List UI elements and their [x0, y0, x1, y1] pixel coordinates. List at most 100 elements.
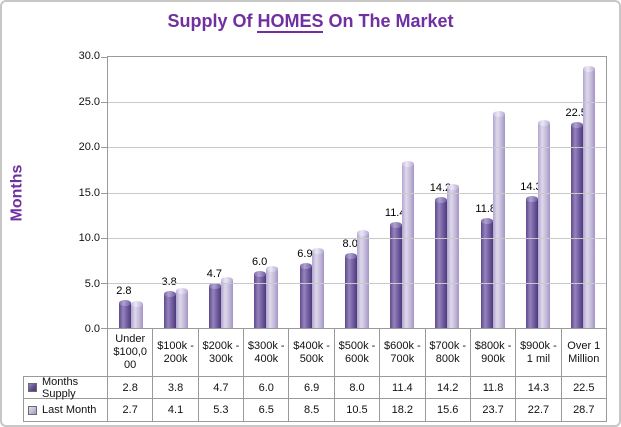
table-value-cell: 6.9	[288, 376, 334, 399]
bar-months-supply	[163, 290, 176, 328]
bar-group: 2.8	[108, 57, 153, 328]
category-cell: $300k - 400k	[243, 329, 288, 376]
legend-cell: Last Month	[23, 399, 107, 422]
y-tick-label: 30.0	[78, 50, 100, 62]
bar-last-month	[266, 266, 279, 328]
category-cell: $700k - 800k	[424, 329, 470, 376]
bar-months-supply	[480, 218, 493, 328]
bar-value-label: 2.8	[116, 284, 132, 297]
table-value-cell: 2.8	[107, 376, 153, 399]
table-value-cell: 23.7	[469, 399, 516, 422]
legend-label: Months Supply	[42, 375, 79, 400]
y-tick-mark	[101, 328, 108, 329]
table-value-cell: 6.5	[243, 399, 289, 422]
bar-months-supply	[118, 299, 131, 328]
bar-months-supply	[571, 121, 584, 328]
legend-cell: Months Supply	[23, 375, 107, 400]
y-tick-mark	[101, 57, 108, 58]
bar-group: 6.0	[244, 57, 289, 328]
bar-last-month	[492, 110, 505, 328]
table-value-cell: 14.3	[515, 376, 561, 399]
y-tick-mark	[101, 102, 108, 104]
table-row: Last Month 2.7 4.1 5.3 6.5 8.5 10.5 18.2 15.6 23.…	[23, 399, 607, 422]
table-row: Months Supply 2.8 3.8 4.7 6.0 6.9 8.0 11.4 14.2 1…	[23, 375, 607, 400]
table-value-cell: 10.5	[333, 399, 380, 422]
bar-last-month	[447, 184, 460, 328]
bar-months-supply	[435, 196, 448, 328]
bar-value-label: 6.9	[297, 247, 313, 260]
y-tick-label: 5.0	[84, 277, 100, 290]
chart-title-suffix: On The Market	[323, 11, 454, 31]
gridline	[108, 282, 606, 284]
category-cell: $500k - 600k	[333, 329, 379, 376]
bar-groups: 2.8 3.8 4.7 6.0 6.9 8.0 11.4 14.2 11.8 14.3 22.5	[108, 57, 606, 328]
chart-title: Supply Of HOMES On The Market	[2, 11, 619, 33]
bar-last-month	[356, 230, 369, 328]
table-value-cell: 18.2	[379, 399, 425, 422]
bar-last-month	[311, 248, 324, 328]
table-value-cell: 15.6	[424, 399, 470, 422]
bar-months-supply	[390, 222, 403, 328]
table-value-cell: 8.0	[333, 376, 380, 399]
y-tick-label: 25.0	[78, 95, 100, 108]
y-axis-tick-labels: 30.0 25.0 20.0 15.0 10.0 5.0 0.0	[60, 50, 104, 335]
category-cell: Under $100,0 00	[107, 329, 152, 376]
y-tick-mark	[101, 192, 108, 194]
table-value-cell: 28.7	[560, 399, 607, 422]
category-cell: $400k - 500k	[288, 329, 333, 376]
bar-group: 11.8	[470, 57, 515, 328]
table-value-cell: 6.0	[243, 376, 289, 399]
bar-last-month	[175, 287, 188, 328]
table-value-cell: 3.8	[152, 376, 198, 399]
category-cell: $600k - 700k	[379, 329, 424, 376]
y-tick-label: 15.0	[78, 186, 100, 199]
gridline	[108, 237, 606, 239]
y-tick-label: 0.0	[84, 323, 100, 335]
table-value-cell: 11.8	[469, 376, 516, 399]
bar-value-label: 4.7	[206, 267, 223, 280]
table-value-cell: 8.5	[288, 399, 334, 422]
bar-last-month	[130, 300, 143, 328]
table-value-cell: 5.3	[197, 399, 244, 422]
bar-value-label: 11.4	[384, 207, 406, 220]
bar-months-supply	[526, 195, 539, 328]
bar-months-supply	[209, 282, 222, 328]
gridline	[108, 192, 606, 194]
legend-swatch-months-supply	[28, 383, 37, 392]
bar-last-month	[402, 160, 415, 328]
bar-months-supply	[344, 252, 357, 328]
bar-group: 6.9	[289, 57, 334, 328]
table-value-cell: 22.5	[560, 376, 607, 399]
legend-label: Last Month	[42, 404, 97, 416]
bar-value-label: 3.8	[161, 275, 177, 288]
bar-months-supply	[254, 270, 267, 328]
table-value-cell: 4.7	[197, 376, 244, 399]
gridline	[108, 102, 606, 104]
category-cell: $900k - 1 mil	[515, 329, 560, 376]
chart-title-highlight: HOMES	[257, 11, 324, 33]
table-value-cell: 14.2	[424, 376, 470, 399]
table-value-cell: 22.7	[515, 399, 561, 422]
bar-group: 14.2	[425, 57, 470, 328]
bar-value-label: 14.3	[520, 180, 542, 193]
y-axis-title: Months	[8, 164, 25, 221]
legend-swatch-last-month	[28, 405, 37, 415]
data-table: Months Supply 2.8 3.8 4.7 6.0 6.9 8.0 11.4 14.2 1…	[23, 376, 607, 422]
category-cell: Over 1 Million	[560, 329, 607, 376]
category-cell: $100k - 200k	[152, 329, 197, 376]
bar-group: 14.3	[515, 57, 560, 328]
x-axis-category-labels: Under $100,0 00 $100k - 200k $200k - 300k $…	[107, 329, 607, 376]
plot-area: 2.8 3.8 4.7 6.0 6.9 8.0 11.4 14.2 11.8 14.3 22.5	[101, 56, 607, 329]
y-tick-mark	[101, 237, 108, 239]
category-cell: $200k - 300k	[197, 329, 243, 376]
bar-value-label: 8.0	[342, 237, 358, 250]
y-tick-mark	[101, 282, 108, 284]
gridline	[108, 147, 606, 149]
bar-group: 3.8	[153, 57, 198, 328]
category-cell: $800k - 900k	[469, 329, 515, 376]
y-tick-mark	[101, 147, 108, 149]
bar-last-month	[221, 277, 234, 328]
bar-value-label: 22.5	[565, 106, 587, 119]
table-value-cell: 2.7	[107, 399, 153, 422]
bar-group: 4.7	[199, 57, 244, 328]
